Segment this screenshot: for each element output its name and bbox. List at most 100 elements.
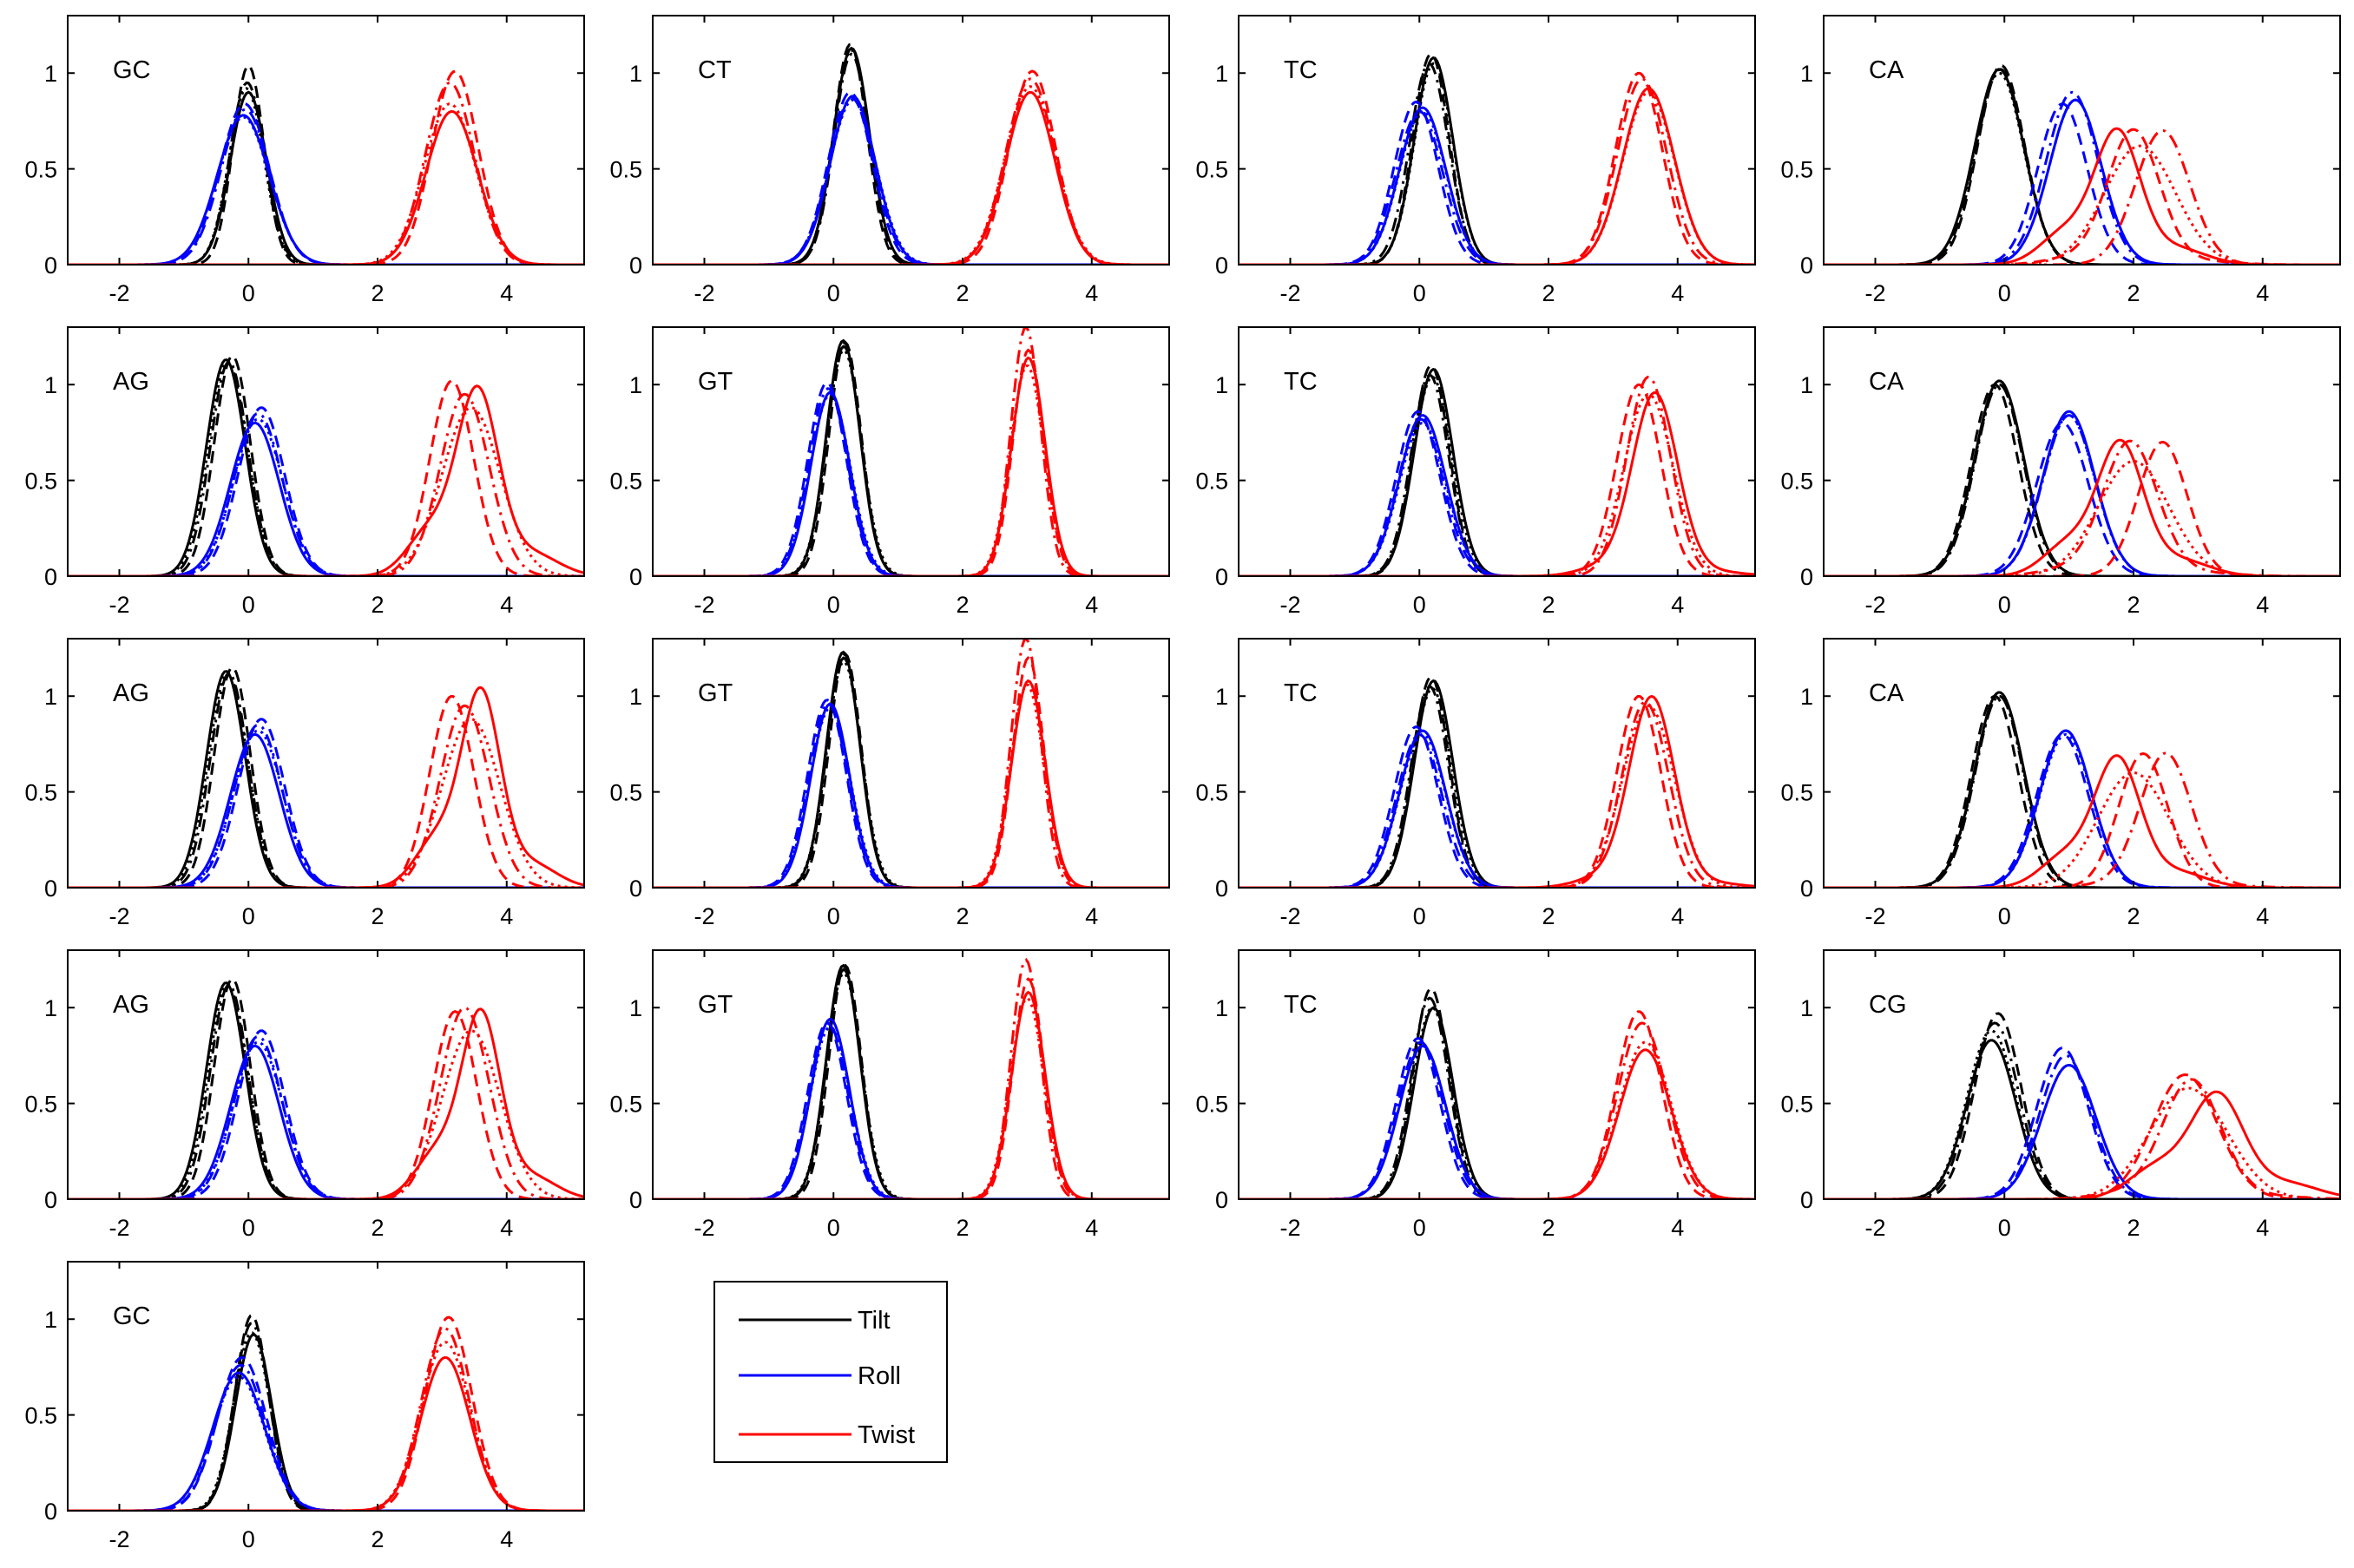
panel-curves — [653, 639, 1169, 888]
x-tick-label: 2 — [956, 592, 969, 618]
series-line-twist-dashed — [1824, 1073, 2340, 1199]
y-tick-label: 1 — [44, 1307, 57, 1333]
series-line-twist-dotted — [1239, 1040, 1755, 1199]
series-line-twist-dotted — [68, 1029, 584, 1199]
y-tick-label: 0.5 — [1780, 780, 1813, 806]
series-line-tilt-dotted — [1239, 376, 1755, 576]
x-tick-label: -2 — [108, 592, 129, 618]
y-tick-label: 0 — [44, 1499, 57, 1525]
series-line-roll-dashed — [68, 102, 584, 265]
panel-label: CG — [1869, 991, 1907, 1019]
series-line-twist-dashed — [1239, 384, 1755, 576]
x-tick-label: -2 — [694, 592, 714, 618]
series-line-tilt-dotted — [1239, 1007, 1755, 1199]
x-tick-label: -2 — [694, 280, 714, 306]
y-tick-label: 0.5 — [609, 1092, 642, 1118]
series-line-roll-dotted — [653, 1025, 1169, 1199]
series-line-tilt-dashdot — [68, 1322, 584, 1511]
series-line-twist-dashed — [1239, 71, 1755, 265]
y-tick-label: 0.5 — [1195, 780, 1228, 806]
axes-box — [1823, 949, 2341, 1200]
axes-box — [1238, 15, 1756, 266]
x-tick-label: 2 — [1542, 592, 1555, 618]
series-line-tilt-dashed — [1824, 694, 2340, 888]
x-tick-label: 2 — [371, 280, 384, 306]
y-tick-label: 0.5 — [609, 157, 642, 183]
series-line-twist-solid — [68, 1355, 584, 1511]
series-line-tilt-solid — [1824, 68, 2340, 265]
x-tick-label: -2 — [1279, 280, 1300, 306]
panel-curves — [1824, 1012, 2340, 1199]
axes-box — [67, 15, 585, 266]
x-tick-label: -2 — [1864, 1215, 1885, 1241]
series-line-twist-dotted — [1824, 1086, 2340, 1199]
panel: -2 0 2 4 0 0.5 1 CT — [609, 15, 1170, 306]
series-line-tilt-dashed — [1239, 52, 1755, 265]
series-line-tilt-dashdot — [1824, 383, 2340, 576]
series-line-roll-dashed — [1824, 732, 2340, 888]
series-line-roll-solid — [1239, 106, 1755, 265]
axes-box — [67, 638, 585, 889]
x-tick-label: 2 — [1542, 903, 1555, 929]
series-line-twist-dashdot — [68, 1327, 584, 1511]
panel-curves — [1824, 691, 2340, 888]
series-line-roll-dashdot — [653, 96, 1169, 265]
axes-box — [1823, 326, 2341, 577]
series-line-twist-dashdot — [68, 392, 584, 576]
series-line-roll-dotted — [653, 98, 1169, 265]
axes-box — [1238, 949, 1756, 1200]
series-line-roll-solid — [653, 702, 1169, 888]
x-tick-label: 0 — [1413, 903, 1426, 929]
series-line-roll-dashdot — [68, 1363, 584, 1511]
series-line-twist-solid — [1239, 390, 1755, 576]
axes-box — [67, 1261, 585, 1512]
y-tick-label: 0 — [44, 564, 57, 590]
axes-box — [1238, 638, 1756, 889]
x-tick-label: 4 — [500, 280, 513, 306]
x-tick-label: 0 — [1413, 280, 1426, 306]
x-tick-label: 4 — [1085, 592, 1098, 618]
series-line-twist-solid — [653, 356, 1169, 576]
series-line-roll-dashdot — [68, 723, 584, 888]
series-line-roll-dashed — [1824, 1046, 2340, 1199]
series-line-twist-dashed — [1824, 751, 2340, 888]
series-line-twist-solid — [68, 1007, 584, 1199]
panel-curves — [1824, 379, 2340, 576]
panel-curves — [1824, 63, 2340, 265]
x-tick-label: 0 — [827, 1215, 840, 1241]
panel-curves — [68, 63, 584, 265]
series-line-twist-dotted — [653, 683, 1169, 888]
x-tick-label: 4 — [1085, 903, 1098, 929]
x-tick-label: 4 — [1671, 903, 1684, 929]
axes-box — [1823, 15, 2341, 266]
series-line-roll-dashed — [1824, 421, 2340, 576]
x-tick-label: 0 — [242, 280, 255, 306]
series-line-tilt-dashdot — [68, 81, 584, 265]
y-tick-label: 1 — [629, 61, 642, 87]
panel: -2 0 2 4 0 0.5 1 GT — [609, 326, 1170, 618]
series-line-roll-solid — [68, 114, 584, 265]
panel-label: CA — [1869, 679, 1904, 707]
panel-curves — [1239, 675, 1755, 888]
series-line-twist-dashdot — [68, 81, 584, 265]
y-tick-label: 1 — [44, 995, 57, 1021]
panel: -2 0 2 4 0 0.5 1 AG — [24, 949, 585, 1241]
panel-curves — [653, 327, 1169, 576]
series-line-twist-dashed — [653, 69, 1169, 265]
series-line-roll-dashed — [1239, 1037, 1755, 1199]
series-line-tilt-dashed — [1239, 987, 1755, 1199]
series-line-roll-dashed — [68, 1355, 584, 1511]
legend-label-twist: Twist — [858, 1421, 915, 1449]
panel-curves — [1239, 987, 1755, 1199]
y-tick-label: 0 — [629, 876, 642, 902]
series-line-roll-solid — [1824, 98, 2340, 265]
x-tick-label: -2 — [1864, 280, 1885, 306]
series-line-roll-dashdot — [1824, 414, 2340, 576]
series-line-twist-solid — [1239, 694, 1755, 888]
x-tick-label: 0 — [1413, 1215, 1426, 1241]
x-tick-label: 0 — [242, 1215, 255, 1241]
panel: -2 0 2 4 0 0.5 1 TC — [1195, 949, 1756, 1241]
y-tick-label: 0.5 — [24, 1092, 57, 1118]
series-line-roll-dashed — [1239, 100, 1755, 265]
